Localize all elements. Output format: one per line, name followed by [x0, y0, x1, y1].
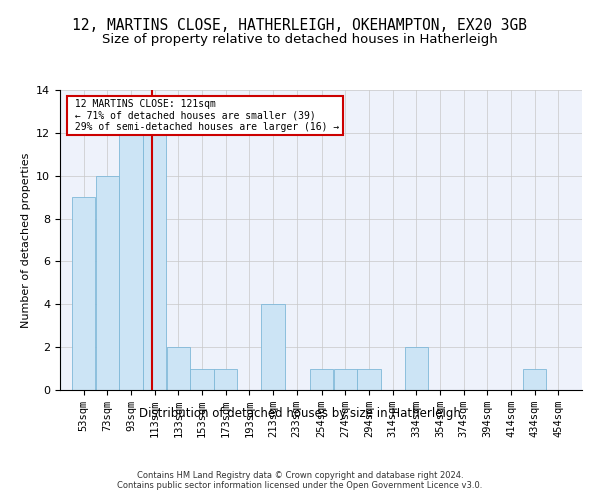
Bar [95, 176, 119, 390]
Bar [523, 368, 547, 390]
Bar [357, 368, 380, 390]
Bar [404, 347, 428, 390]
Bar [72, 197, 95, 390]
Text: Size of property relative to detached houses in Hatherleigh: Size of property relative to detached ho… [102, 32, 498, 46]
Text: Distribution of detached houses by size in Hatherleigh: Distribution of detached houses by size … [139, 408, 461, 420]
Y-axis label: Number of detached properties: Number of detached properties [20, 152, 31, 328]
Text: Contains HM Land Registry data © Crown copyright and database right 2024.
Contai: Contains HM Land Registry data © Crown c… [118, 470, 482, 490]
Bar [262, 304, 285, 390]
Text: 12 MARTINS CLOSE: 121sqm
 ← 71% of detached houses are smaller (39)
 29% of semi: 12 MARTINS CLOSE: 121sqm ← 71% of detach… [70, 98, 340, 132]
Bar [143, 133, 166, 390]
Bar [334, 368, 357, 390]
Text: 12, MARTINS CLOSE, HATHERLEIGH, OKEHAMPTON, EX20 3GB: 12, MARTINS CLOSE, HATHERLEIGH, OKEHAMPT… [73, 18, 527, 32]
Bar [190, 368, 214, 390]
Bar [119, 133, 143, 390]
Bar [214, 368, 238, 390]
Bar [310, 368, 334, 390]
Bar [167, 347, 190, 390]
